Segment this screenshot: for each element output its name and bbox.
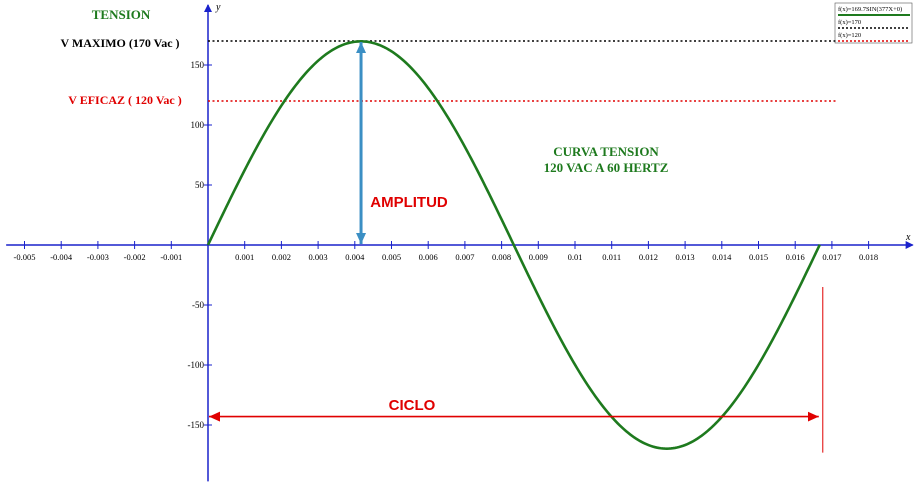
x-tick-label: 0.003 [309,252,328,262]
x-tick-label: -0.002 [124,252,146,262]
x-tick-label: 0.011 [602,252,621,262]
x-tick-label: -0.004 [50,252,73,262]
x-tick-label: 0.008 [492,252,511,262]
y-tick-label: 150 [191,60,205,70]
x-axis-label: x [905,232,911,243]
x-tick-label: 0.005 [382,252,401,262]
axes-layer [6,4,914,482]
x-tick-label: -0.005 [14,252,36,262]
annotation-arrows [209,42,824,453]
x-tick-label: 0.001 [235,252,254,262]
x-tick-label: 0.007 [455,252,474,262]
legend-box [834,2,913,44]
legend-entry-170: f(x)=170 [838,19,861,26]
x-tick-label: 0.01 [568,252,583,262]
y-tick-label: -100 [188,360,205,370]
vmax-label: V MAXIMO (170 Vac ) [60,36,179,50]
x-tick-label: 0.014 [712,252,732,262]
legend: f(x)=169.7SIN(377X+0) f(x)=170 f(x)=120 [834,2,913,44]
x-tick-label: 0.017 [822,252,841,262]
x-tick-label: -0.001 [160,252,182,262]
x-tick-label: 0.012 [639,252,658,262]
amplitude-label: AMPLITUD [370,194,448,211]
y-axis-label: y [215,2,221,13]
y-tick-label: 50 [195,180,205,190]
legend-entry-120: f(x)=120 [838,32,861,39]
x-tick-label: 0.018 [859,252,878,262]
x-tick-label: 0.002 [272,252,291,262]
legend-entry-sine: f(x)=169.7SIN(377X+0) [838,6,902,13]
x-tick-label: 0.009 [529,252,548,262]
x-tick-label: 0.015 [749,252,768,262]
cycle-label: CICLO [389,397,436,414]
x-tick-label: 0.006 [419,252,438,262]
tick-layer: -0.005 -0.004 -0.003 -0.002 -0.001 0.001 0.002… [14,60,879,430]
x-tick-label: 0.016 [786,252,805,262]
y-tick-label: -50 [192,300,204,310]
curve-title-line2: 120 VAC A 60 HERTZ [544,160,669,175]
x-tick-label: -0.003 [87,252,109,262]
y-tick-label: 100 [191,120,205,130]
x-tick-label: 0.004 [345,252,365,262]
vrms-label: V EFICAZ ( 120 Vac ) [68,93,181,107]
y-tick-label: -150 [188,420,205,430]
chart-title: TENSION [92,7,151,22]
x-tick-label: 0.013 [676,252,695,262]
curve-title-line1: CURVA TENSION [553,144,659,159]
